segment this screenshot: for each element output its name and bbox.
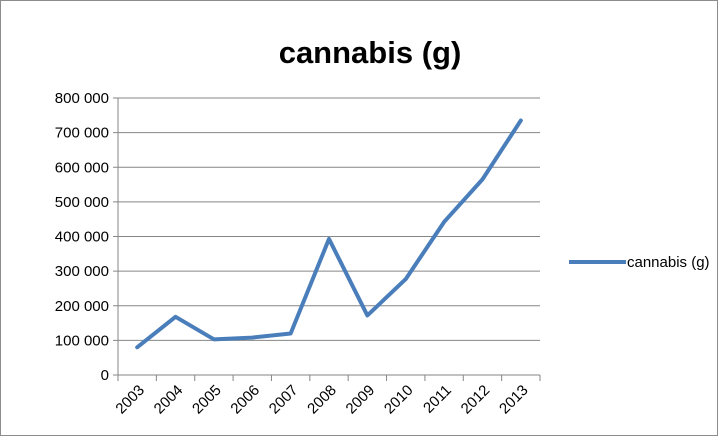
y-axis-ticks: 0 100 000 200 000 300 000 400 000 500 000 600 … [55, 90, 118, 384]
grid-lines [118, 97, 540, 341]
y-tick-label: 100 000 [55, 332, 109, 349]
x-tick-label: 2003 [112, 382, 148, 418]
x-tick-label: 2008 [304, 382, 340, 418]
x-tick-label: 2006 [227, 382, 263, 418]
x-tick-label: 2004 [151, 382, 187, 418]
legend-label: cannabis (g) [627, 254, 710, 271]
y-tick-label: 700 000 [55, 125, 109, 142]
series-group [135, 118, 523, 350]
legend: cannabis (g) [569, 254, 710, 271]
y-tick-label: 500 000 [55, 194, 109, 211]
x-tick-label: 2012 [458, 382, 494, 418]
y-tick-label: 400 000 [55, 229, 109, 246]
chart-title: cannabis (g) [279, 35, 462, 70]
x-axis-ticks: 2003 2004 2005 2006 2007 2008 2009 2010 2011 2012… [112, 375, 541, 418]
y-tick-label: 300 000 [55, 263, 109, 280]
series-line [135, 118, 523, 350]
x-tick-label: 2013 [496, 382, 532, 418]
y-tick-label: 200 000 [55, 298, 109, 315]
x-tick-label: 2009 [343, 382, 379, 418]
y-tick-label: 0 [101, 367, 109, 384]
x-tick-label: 2010 [381, 382, 417, 418]
x-tick-label: 2007 [266, 382, 302, 418]
x-tick-label: 2011 [420, 382, 455, 417]
x-tick-label: 2005 [189, 382, 225, 418]
y-tick-label: 600 000 [55, 159, 109, 176]
y-tick-label: 800 000 [55, 90, 109, 107]
